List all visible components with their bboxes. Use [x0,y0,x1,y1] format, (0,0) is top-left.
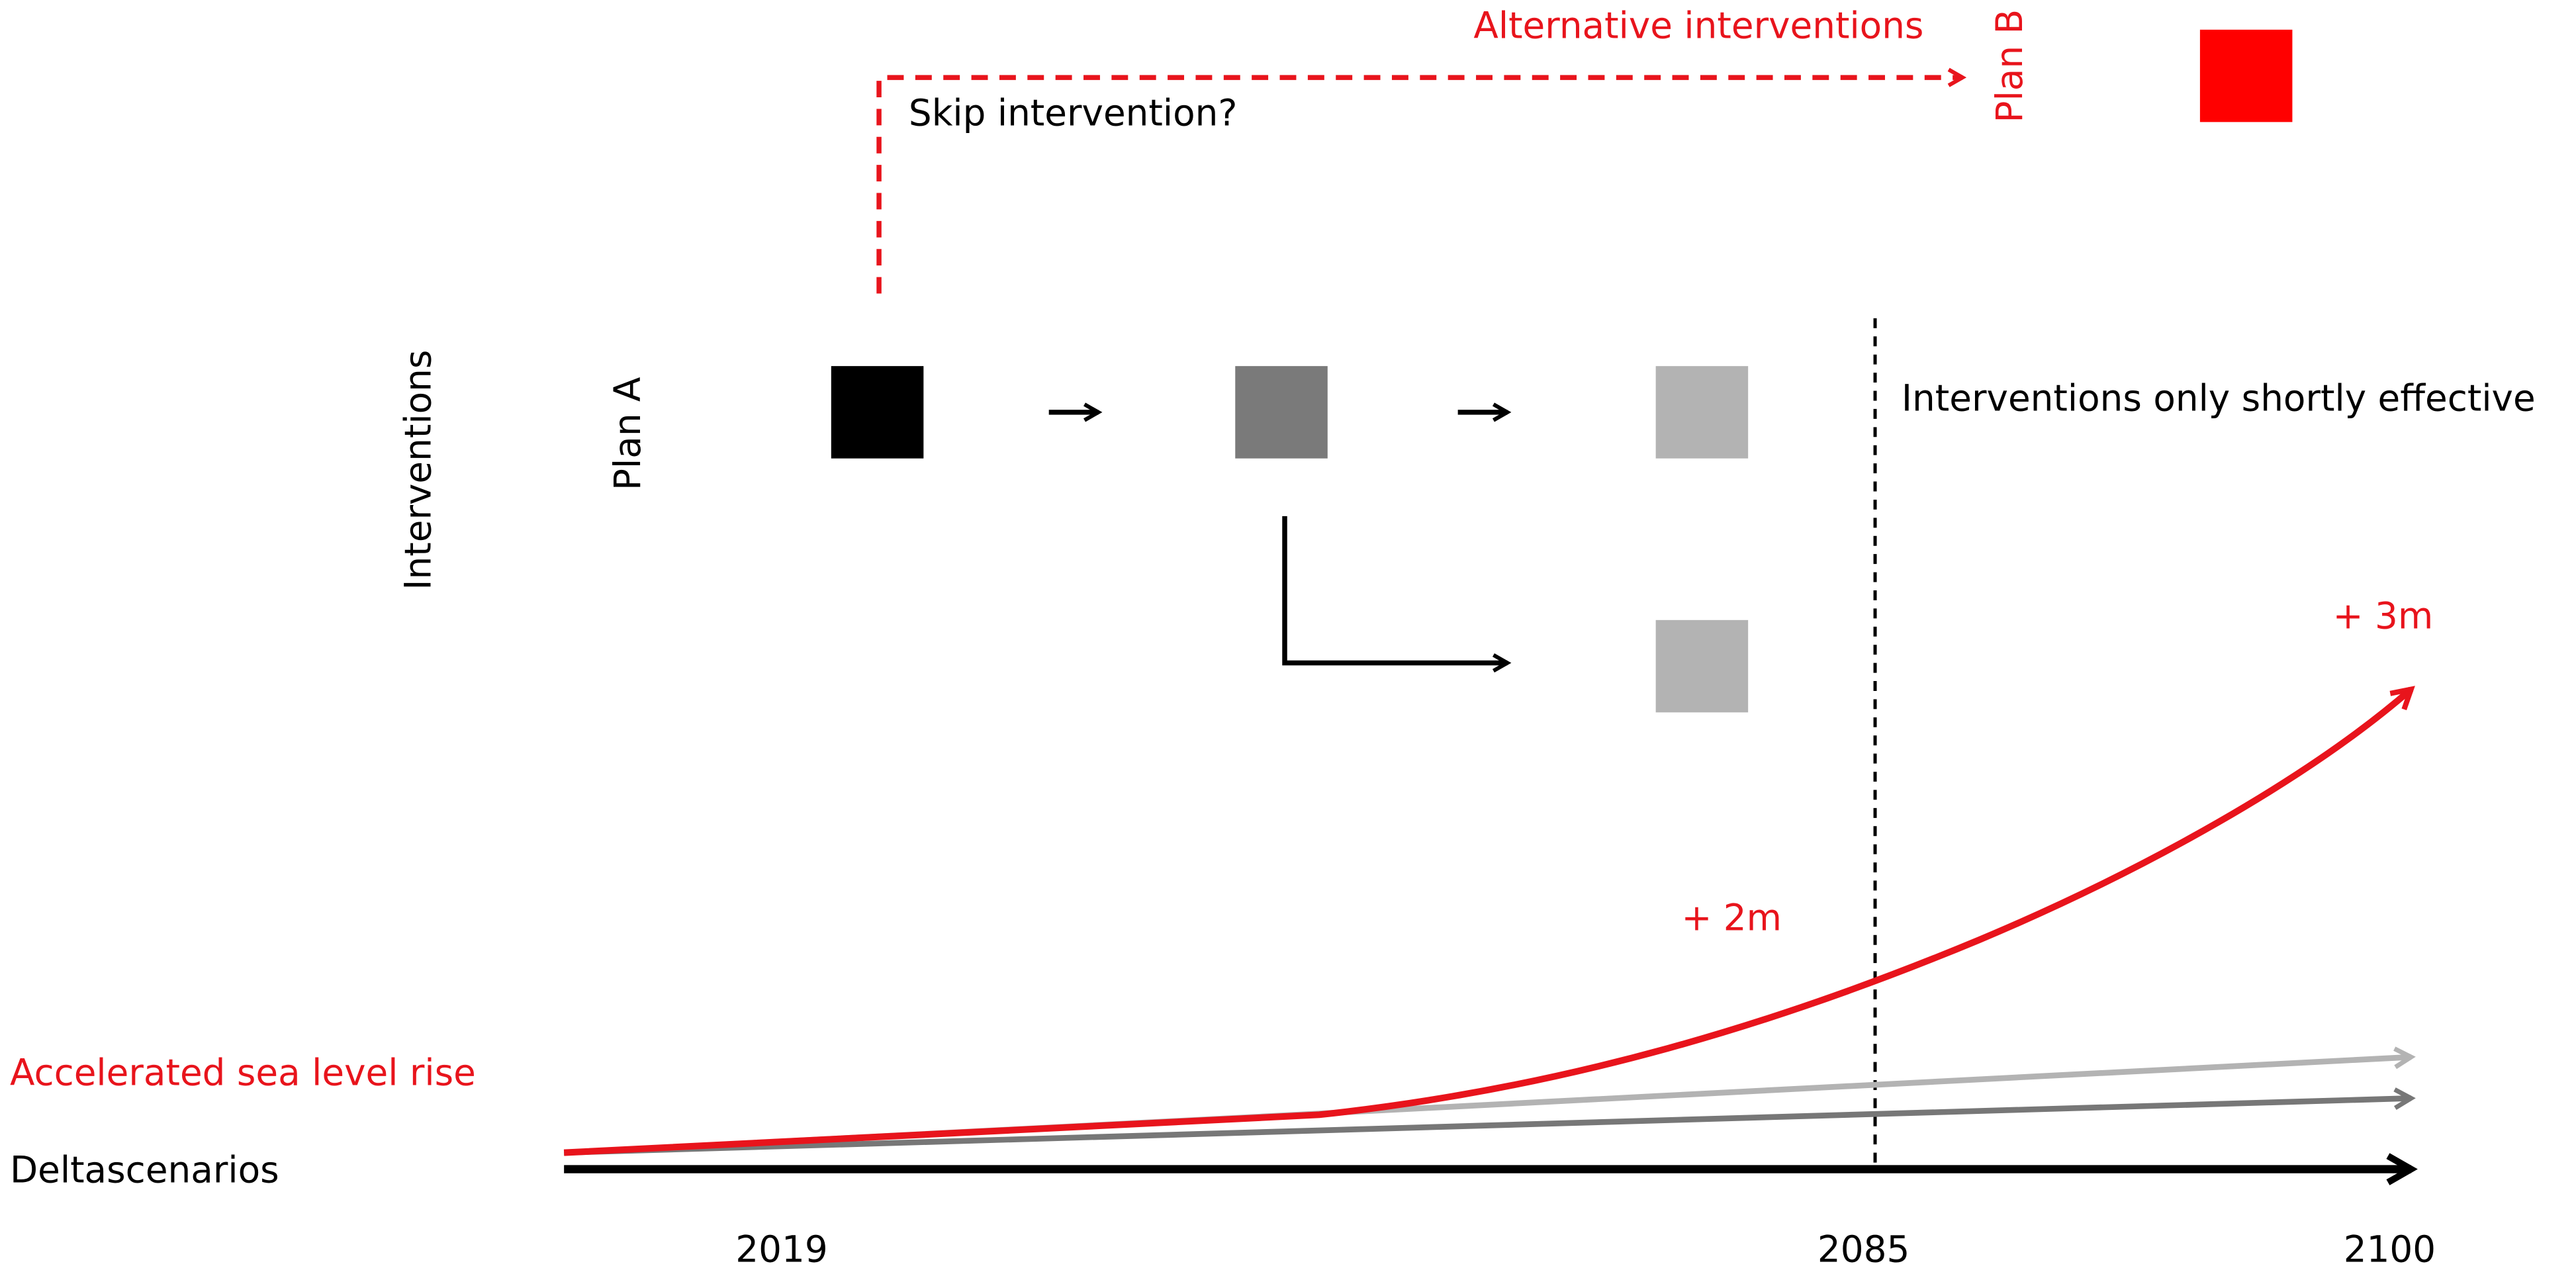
alternative-label: Alternative interventions [1473,4,1923,46]
plan-a-label: Plan A [606,377,649,490]
skip-arrow [876,68,1967,294]
branch-arrow [1282,516,1512,673]
accelerated-curve [563,686,2415,1156]
year: 2019 [735,1228,827,1270]
rise-2m: + 2m [1681,896,1782,938]
plan-b-label: Plan B [1988,9,2031,123]
interventions-label: Interventions [397,350,439,590]
square-2 [1235,366,1328,459]
accelerated-label: Accelerated sea level rise [10,1052,476,1094]
square-1 [831,366,924,459]
delta-label: Deltascenarios [10,1149,279,1191]
square-3 [1655,366,1749,459]
plan-b-square [2199,29,2293,122]
year: 2085 [1817,1228,1909,1270]
rise-3m: + 3m [2333,594,2434,637]
skip-label: Skip intervention? [909,92,1238,134]
note: Interventions only shortly effective [1902,377,2536,420]
scenario-dark [564,1087,2416,1156]
year: 2100 [2344,1228,2436,1270]
square-4 [1655,619,1749,713]
